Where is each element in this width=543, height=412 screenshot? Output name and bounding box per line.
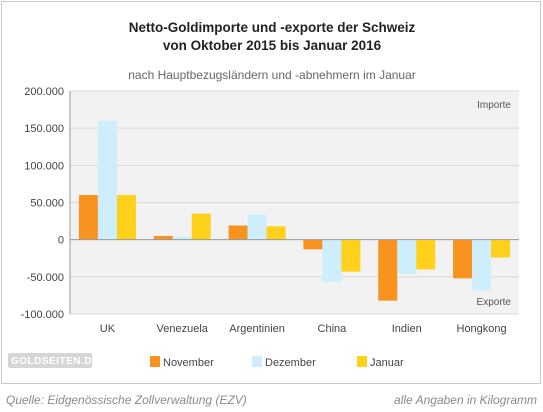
legend-swatch: [357, 356, 367, 367]
bar: [341, 239, 361, 272]
bar: [378, 239, 398, 301]
legend: November Dezember Januar: [150, 356, 404, 369]
legend-label: Januar: [370, 357, 404, 369]
bar: [453, 239, 473, 279]
imports-region-label: Importe: [477, 100, 511, 111]
bar: [303, 239, 323, 250]
y-tick-label: 50.000: [30, 198, 64, 210]
bar: [191, 213, 211, 240]
watermark-badge: [8, 353, 92, 368]
bar: [78, 195, 98, 240]
y-tick-label: 200.000: [24, 86, 64, 98]
bar: [153, 235, 173, 240]
plot-area: 200.000 150.000 100.000 50.000 0 -50.000 -100.…: [21, 86, 519, 335]
chart-frame: Netto-Goldimporte und -exporte der Schwe…: [1, 1, 541, 384]
source-note: Quelle: Eidgenössische Zollverwaltung (E…: [6, 393, 247, 407]
y-tick-label: -50.000: [27, 272, 64, 284]
chart-title-line2: von Oktober 2015 bis Januar 2016: [163, 38, 382, 53]
x-category-label: UK: [100, 323, 116, 335]
x-category-label: China: [318, 323, 348, 335]
bar: [266, 226, 286, 240]
bar: [97, 120, 117, 240]
bar: [228, 225, 248, 240]
chart-title-line1: Netto-Goldimporte und -exporte der Schwe…: [129, 20, 416, 35]
bar: [247, 214, 267, 240]
legend-label: November: [163, 357, 214, 369]
x-category-label: Argentinien: [229, 323, 285, 335]
legend-swatch: [150, 356, 160, 367]
y-tick-label: 100.000: [24, 160, 64, 172]
bar: [416, 239, 436, 270]
x-category-label: Indien: [392, 323, 422, 335]
bar: [116, 195, 136, 240]
bar: [322, 239, 342, 283]
exports-region-label: Exporte: [477, 297, 512, 308]
chart: Netto-Goldimporte und -exporte der Schwe…: [8, 20, 519, 369]
watermark: GOLDSEITEN.DE: [8, 353, 99, 368]
bar: [472, 239, 492, 291]
x-category-label: Venezuela: [157, 323, 209, 335]
x-category-label: Hongkong: [457, 323, 507, 335]
watermark-text: GOLDSEITEN.DE: [11, 356, 99, 367]
legend-swatch: [252, 356, 262, 367]
chart-subtitle: nach Hauptbezugsländern und -abnehmern i…: [128, 68, 416, 82]
y-tick-label: 150.000: [24, 123, 64, 135]
bar: [397, 239, 417, 274]
units-note: alle Angaben in Kilogramm: [394, 393, 537, 407]
bar: [172, 236, 192, 240]
y-tick-label: -100.000: [21, 309, 64, 321]
y-tick-label: 0: [58, 235, 64, 247]
bar: [491, 239, 511, 258]
legend-label: Dezember: [265, 357, 316, 369]
